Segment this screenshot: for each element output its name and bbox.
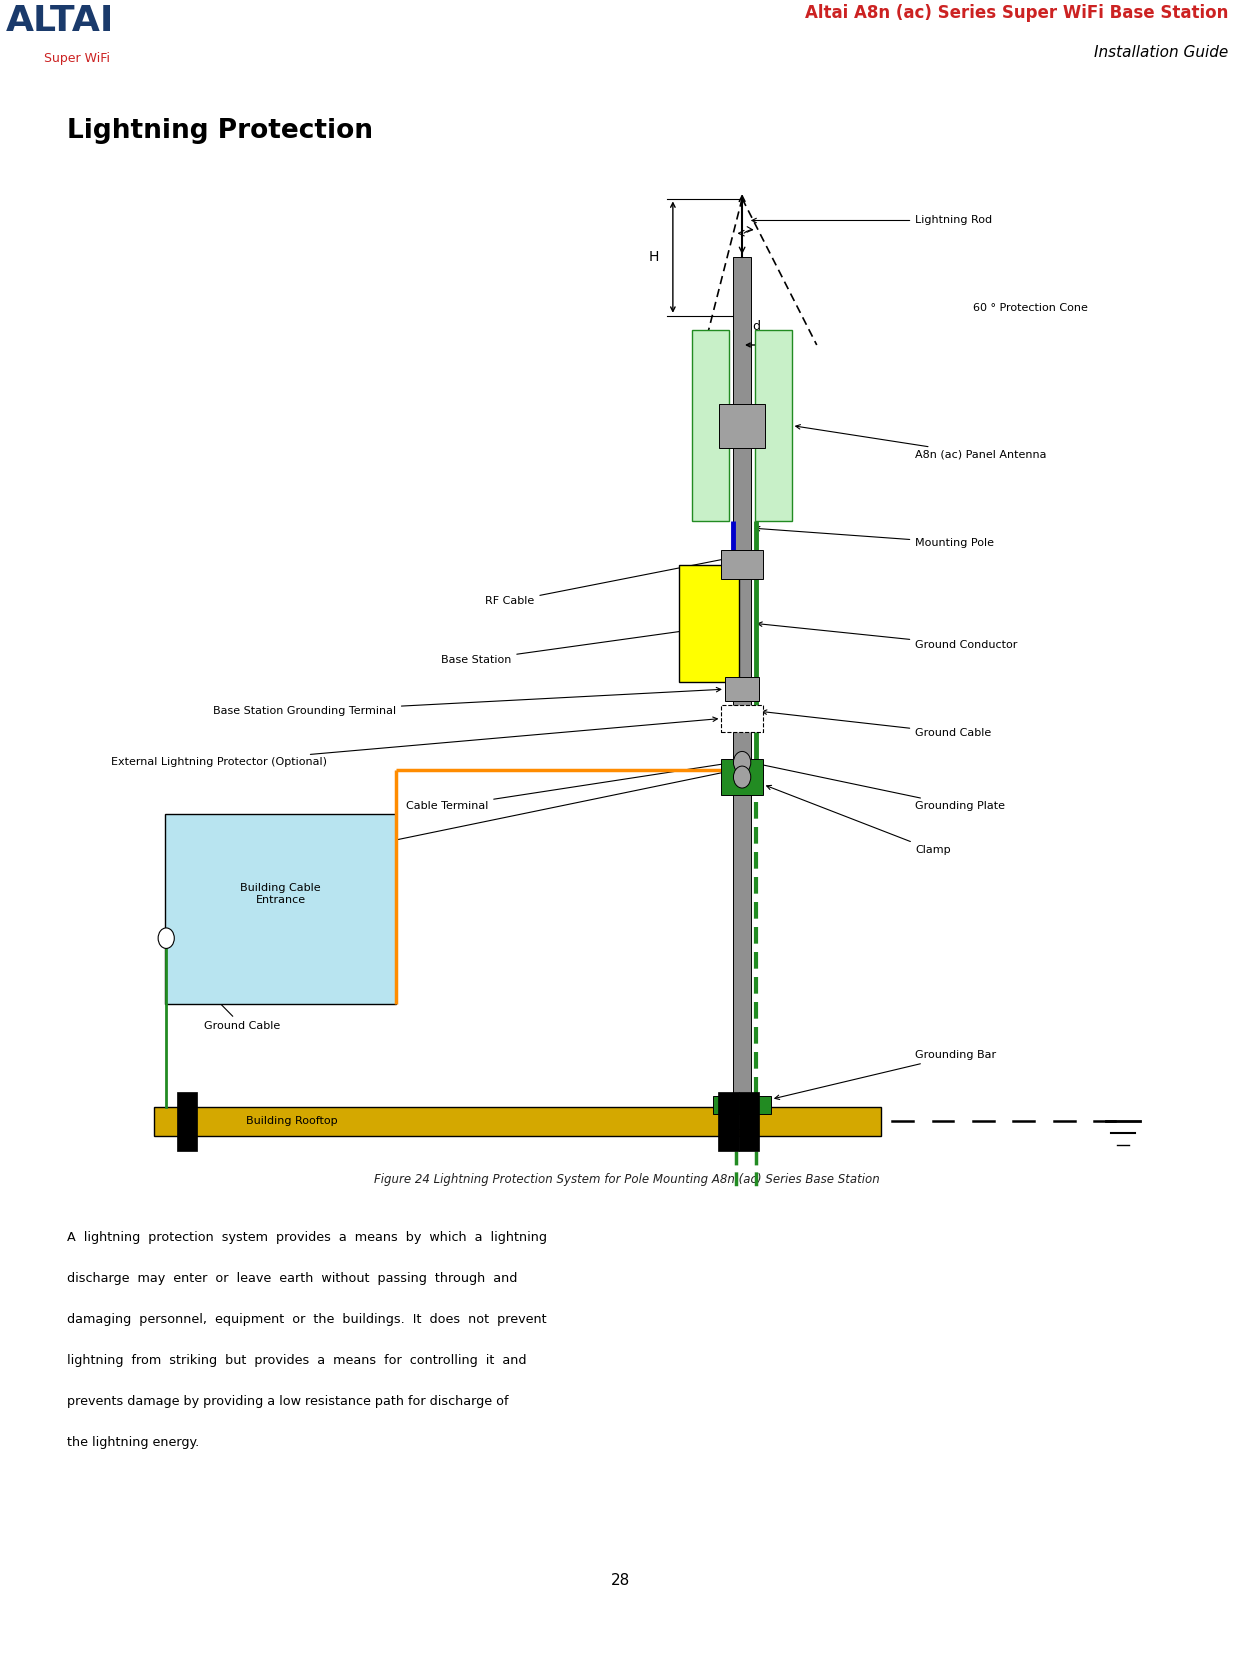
Text: Installation Guide: Installation Guide <box>1095 45 1229 60</box>
Text: prevents damage by providing a low resistance path for discharge of: prevents damage by providing a low resis… <box>67 1395 509 1408</box>
Text: Mounting Pole: Mounting Pole <box>756 526 994 548</box>
Text: Building Cable
Entrance: Building Cable Entrance <box>241 884 320 905</box>
Text: A8n (ac) Panel Antenna: A8n (ac) Panel Antenna <box>795 425 1046 460</box>
Text: H: H <box>649 250 659 265</box>
Text: Figure 24 Lightning Protection System for Pole Mounting A8n (ac) Series Base Sta: Figure 24 Lightning Protection System fo… <box>374 1173 880 1187</box>
Text: Shielded Ethernet Cable (AC Model)
Or Shielded POE Cable (DC Model): Shielded Ethernet Cable (AC Model) Or Sh… <box>196 770 732 871</box>
Circle shape <box>158 928 174 948</box>
Bar <box>692 331 730 521</box>
Text: Ground Cable: Ground Cable <box>169 952 280 1031</box>
Text: Base Station: Base Station <box>441 622 735 665</box>
Bar <box>714 1096 771 1114</box>
Circle shape <box>733 751 751 773</box>
Text: d: d <box>752 321 761 333</box>
Bar <box>721 705 763 732</box>
Text: RF Cable: RF Cable <box>485 556 728 606</box>
Circle shape <box>733 766 751 788</box>
Text: Altai A8n (ac) Series Super WiFi Base Station: Altai A8n (ac) Series Super WiFi Base St… <box>805 3 1229 22</box>
Text: Grounding Bar: Grounding Bar <box>774 1051 997 1099</box>
Text: Ground Cable: Ground Cable <box>762 710 992 738</box>
Text: Clamp: Clamp <box>767 786 951 856</box>
Bar <box>733 257 751 1129</box>
Bar <box>721 760 763 794</box>
Text: the lightning energy.: the lightning energy. <box>67 1437 200 1450</box>
Bar <box>717 1092 738 1150</box>
Bar <box>725 677 759 702</box>
Text: discharge  may  enter  or  leave  earth  without  passing  through  and: discharge may enter or leave earth witho… <box>67 1273 517 1286</box>
Bar <box>721 549 763 579</box>
Text: Base Station Grounding Terminal: Base Station Grounding Terminal <box>212 687 721 717</box>
Text: lightning  from  striking  but  provides  a  means  for  controlling  it  and: lightning from striking but provides a m… <box>67 1354 526 1367</box>
Bar <box>176 1092 197 1150</box>
Text: External Lightning
Protection Box: External Lightning Protection Box <box>271 882 392 935</box>
Text: Super WiFi: Super WiFi <box>43 53 110 65</box>
Text: Cable Terminal: Cable Terminal <box>406 761 730 811</box>
Text: Grounding Plate: Grounding Plate <box>755 761 1005 811</box>
Text: Altai Technologies Ltd. All rights reserved: Altai Technologies Ltd. All rights reser… <box>477 1620 764 1633</box>
Text: A  lightning  protection  system  provides  a  means  by  which  a  lightning: A lightning protection system provides a… <box>67 1231 547 1245</box>
Bar <box>154 1107 881 1135</box>
Text: damaging  personnel,  equipment  or  the  buildings.  It  does  not  prevent: damaging personnel, equipment or the bui… <box>67 1312 546 1326</box>
Text: Lightning Rod: Lightning Rod <box>752 215 993 225</box>
Bar <box>738 1092 759 1150</box>
Text: Ground Conductor: Ground Conductor <box>758 622 1018 650</box>
Bar <box>165 814 396 1005</box>
Text: ALTAI: ALTAI <box>6 3 114 38</box>
Bar <box>755 331 792 521</box>
Bar <box>679 564 738 682</box>
Text: 60 ° Protection Cone: 60 ° Protection Cone <box>973 303 1088 313</box>
Text: External Lightning Protector (Optional): External Lightning Protector (Optional) <box>110 717 717 768</box>
Text: Lightning Protection: Lightning Protection <box>67 118 374 144</box>
Bar <box>719 404 766 447</box>
Text: Building Rooftop: Building Rooftop <box>246 1115 338 1127</box>
Text: 28: 28 <box>611 1572 630 1589</box>
